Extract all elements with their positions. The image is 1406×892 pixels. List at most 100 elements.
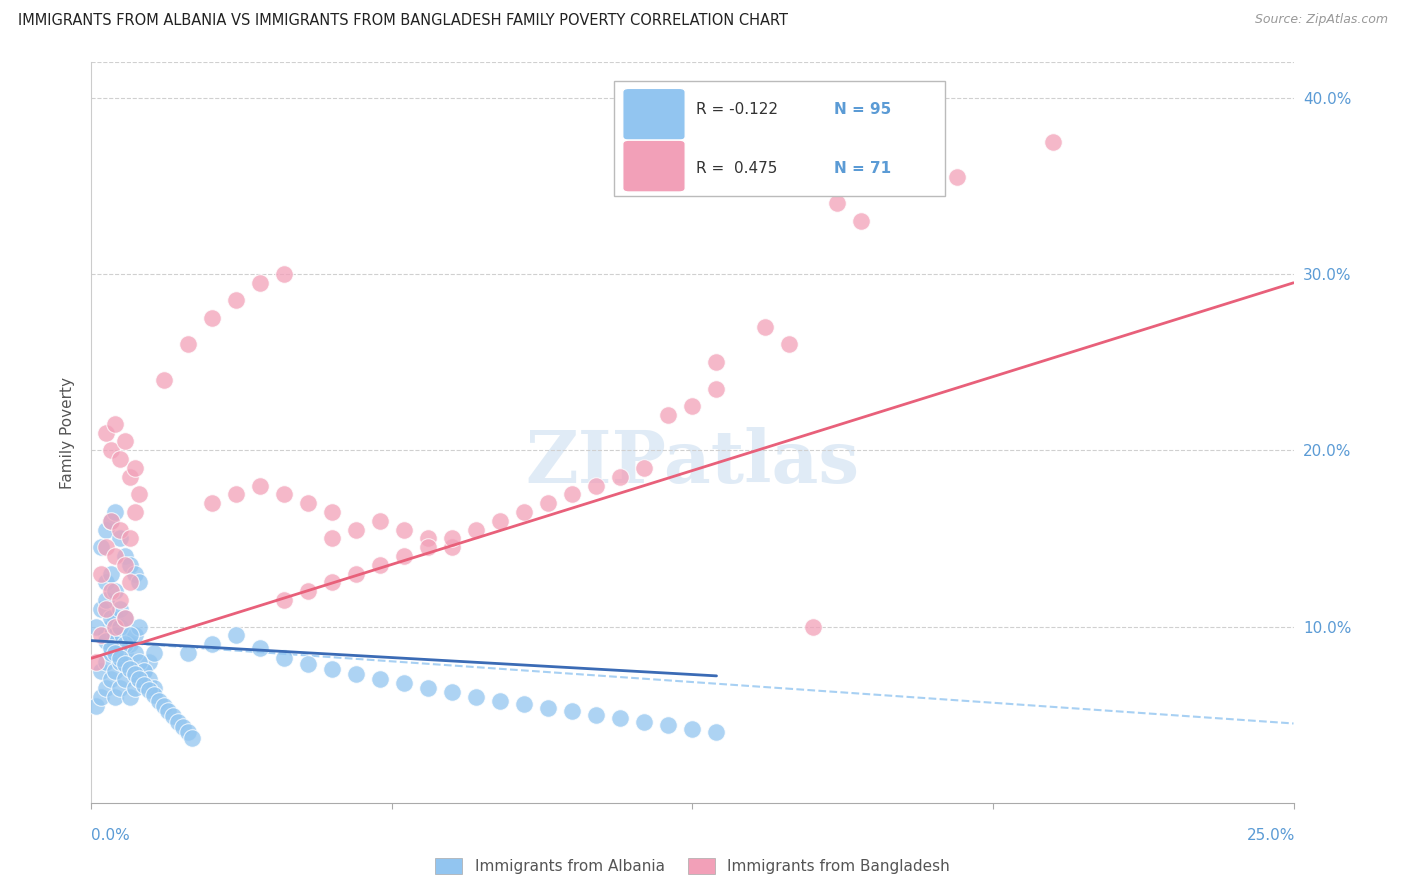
Point [110,593,132,607]
Text: 25.0%: 25.0% [1247,828,1295,843]
Point [633,714,655,729]
Point [513,505,536,519]
Point [114,611,136,625]
Point [134,678,156,692]
Point [110,655,132,669]
Point [100,443,122,458]
Point [94,633,117,648]
Point [118,575,141,590]
Point [114,657,136,671]
Point [465,523,488,537]
Point [416,540,439,554]
Point [489,693,512,707]
Point [118,532,141,546]
Point [167,714,190,729]
Point [128,487,150,501]
Point [152,373,174,387]
Text: R =  0.475: R = 0.475 [696,161,778,176]
Point [681,722,703,736]
Point [104,611,127,625]
Point [94,593,117,607]
Point [134,664,156,678]
Point [138,683,160,698]
Point [585,478,607,492]
Point [585,707,607,722]
Point [249,640,271,655]
Point [176,725,198,739]
Point [90,602,112,616]
Point [100,611,122,625]
Point [94,523,117,537]
Point [84,619,107,633]
Point [110,628,132,642]
Point [124,566,146,581]
Point [657,408,679,422]
Point [176,646,198,660]
Text: N = 95: N = 95 [834,102,891,117]
Point [128,673,150,687]
Point [90,540,112,554]
Point [465,690,488,704]
Text: 0.0%: 0.0% [91,828,131,843]
Point [100,584,122,599]
Point [124,461,146,475]
Point [128,673,150,687]
Point [124,646,146,660]
Point [128,619,150,633]
Point [181,731,204,745]
Text: N = 71: N = 71 [834,161,891,176]
Point [609,469,631,483]
Point [416,532,439,546]
Point [489,514,512,528]
Point [392,549,415,563]
FancyBboxPatch shape [614,81,945,195]
Point [84,698,107,713]
Point [118,469,141,483]
Y-axis label: Family Poverty: Family Poverty [60,376,76,489]
Legend: Immigrants from Albania, Immigrants from Bangladesh: Immigrants from Albania, Immigrants from… [429,852,956,880]
Point [201,637,224,651]
Point [152,698,174,713]
Point [138,655,160,669]
Point [94,681,117,696]
Point [249,276,271,290]
Point [249,478,271,492]
Point [225,487,247,501]
Point [124,628,146,642]
Point [100,566,122,581]
Point [104,646,127,660]
Point [94,425,117,440]
Point [94,540,117,554]
Point [297,584,319,599]
Point [706,382,728,396]
Point [84,655,107,669]
Point [110,532,132,546]
Point [392,523,415,537]
Point [368,673,391,687]
Point [321,505,343,519]
Point [681,399,703,413]
Point [118,558,141,572]
Point [90,628,112,642]
Point [537,700,560,714]
Point [142,681,165,696]
Point [657,718,679,732]
Point [633,461,655,475]
Point [118,690,141,704]
Point [368,558,391,572]
Point [100,619,122,633]
Point [273,487,295,501]
Point [273,267,295,281]
Point [321,532,343,546]
Point [124,505,146,519]
Point [114,434,136,449]
FancyBboxPatch shape [623,88,685,140]
Point [392,676,415,690]
Point [90,664,112,678]
Point [849,214,872,228]
Point [946,169,969,184]
Point [110,602,132,616]
Point [110,651,132,665]
Point [104,584,127,599]
Point [104,690,127,704]
